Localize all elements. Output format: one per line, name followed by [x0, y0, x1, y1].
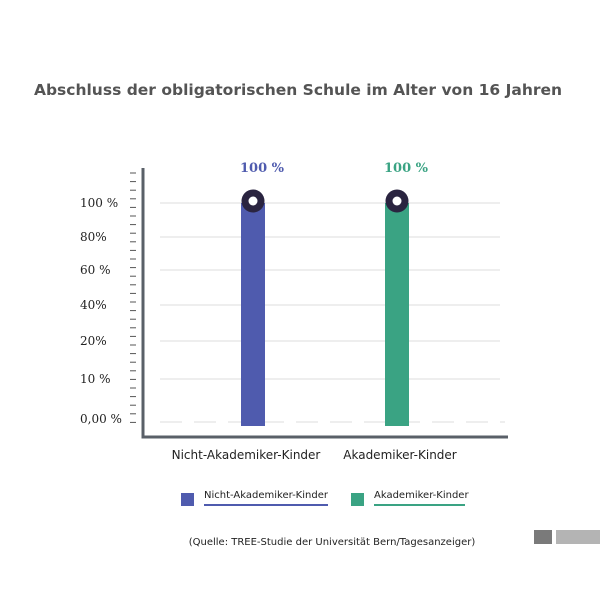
y-tick-label: 40%: [80, 298, 107, 312]
chart-title: Abschluss der obligatorischen Schule im …: [34, 81, 562, 99]
bar-1: [241, 203, 265, 426]
y-tick-label: 0,00 %: [80, 412, 122, 426]
legend-swatch: [181, 493, 194, 506]
legend-label: Akademiker-Kinder: [374, 490, 469, 501]
y-tick-label: 20%: [80, 334, 107, 348]
y-tick-label: 60 %: [80, 263, 111, 277]
bar-top-marker-center: [392, 196, 402, 206]
data-label: 100 %: [240, 161, 285, 176]
legend-swatch: [351, 493, 364, 506]
legend-label: Nicht-Akademiker-Kinder: [204, 490, 329, 501]
y-tick-label: 80%: [80, 230, 107, 244]
data-label: 100 %: [384, 161, 429, 176]
source-note: (Quelle: TREE-Studie der Universität Ber…: [189, 537, 476, 548]
x-category-label: Akademiker-Kinder: [343, 448, 457, 462]
bar-2: [385, 203, 409, 426]
bar-top-marker-center: [248, 196, 258, 206]
plot-area: 0,00 % 10 % 20% 40% 60 % 80% 100 % 100 % Nicht-A…: [80, 161, 508, 506]
x-category-label: Nicht-Akademiker-Kinder: [172, 448, 321, 462]
corner-block-light: [556, 530, 600, 544]
y-tick-label: 10 %: [80, 372, 111, 386]
corner-block-dark: [534, 530, 552, 544]
y-tick-label: 100 %: [80, 196, 118, 210]
